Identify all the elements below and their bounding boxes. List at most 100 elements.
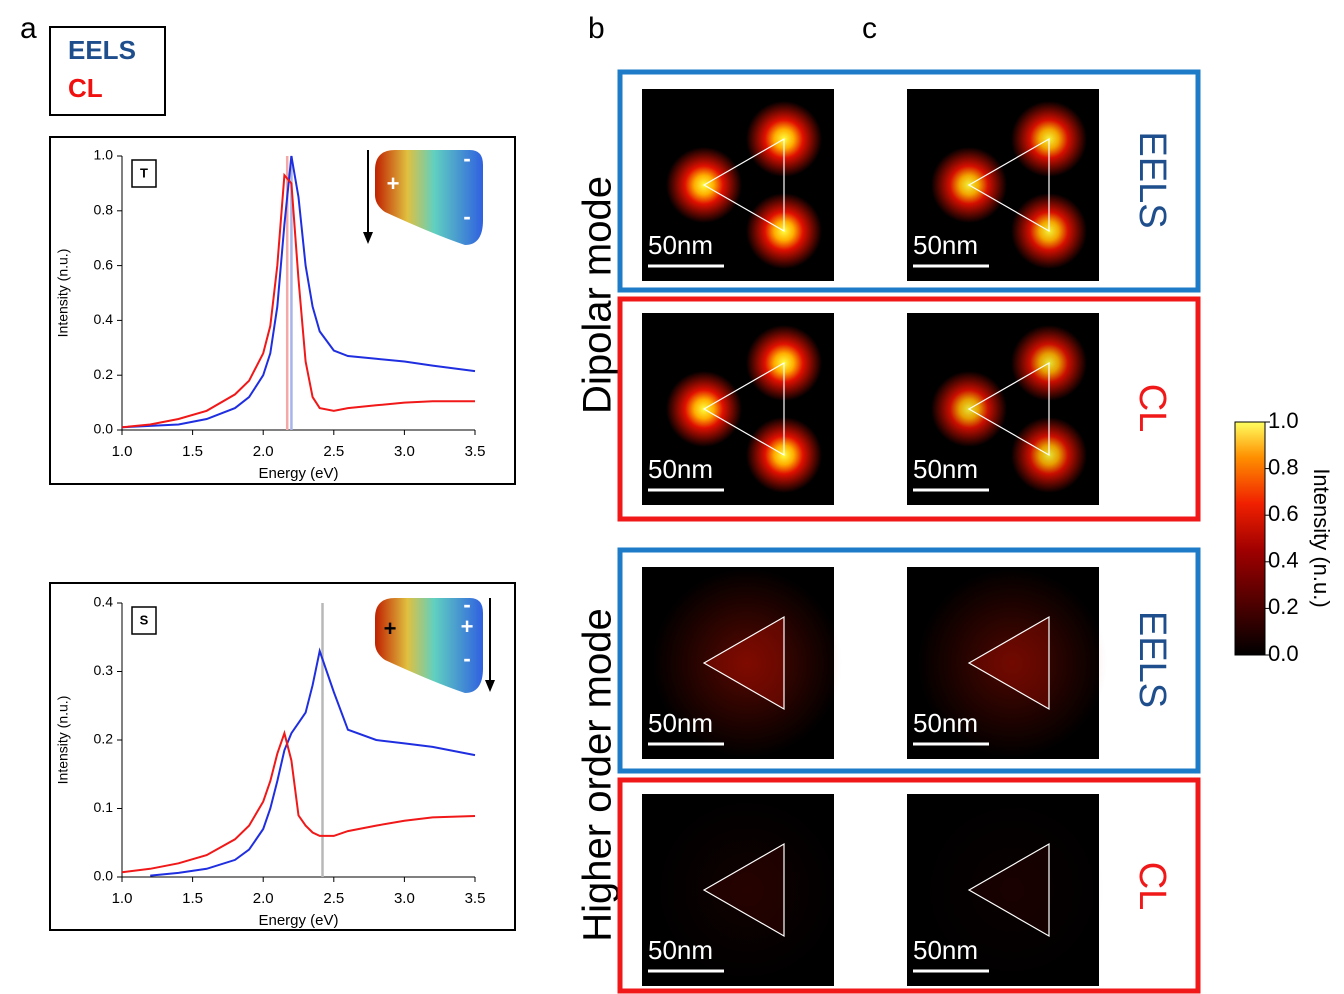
y-tick-label: 0.1 [94,799,114,815]
field-map: 50nm [907,313,1099,505]
glow [917,568,1107,758]
y-tick-label: 0.3 [94,662,114,678]
colorbar [1234,421,1266,656]
colorbar-tick-label: 0.8 [1268,454,1299,479]
colorbar-tick-label: 0.2 [1268,594,1299,619]
x-tick-label: 3.5 [465,890,486,907]
field-map: 50nm [907,567,1107,759]
x-tick-label: 2.5 [323,443,344,460]
scale-label: 50nm [648,935,713,965]
triangle-outline [967,842,1050,938]
x-tick-label: 3.0 [394,890,415,907]
scale-label: 50nm [913,708,978,738]
inset-sign: - [463,646,470,671]
scale-label: 50nm [913,230,978,260]
scale-label: 50nm [913,935,978,965]
row-label: EELS [1131,611,1173,708]
scale-label: 50nm [648,708,713,738]
triangle-outline [702,137,785,233]
series-line [121,172,475,429]
panel-label: b [588,12,605,45]
colorbar-label: Intensity (n.u.) [1309,468,1334,607]
glow-triangle [969,844,1049,936]
triangle-outline [967,361,1050,457]
series-line [121,155,476,429]
glow-triangle [704,617,784,709]
glow [652,568,842,758]
colorbar-tick-label: 0.4 [1268,548,1299,573]
scale-label: 50nm [913,454,978,484]
panel-label: a [20,12,37,45]
y-tick-label: 0.8 [94,202,114,218]
y-tick-label: 0.0 [94,868,114,884]
annotation: S [140,612,149,627]
inset-sign: - [463,592,470,617]
x-tick-label: 2.0 [253,890,274,907]
y-tick-label: 0.0 [94,421,114,437]
inset-sign: + [384,616,397,641]
inset-sign: - [463,204,470,229]
glow [917,795,1107,985]
arrow-head [485,680,495,692]
triangle-outline [967,615,1050,711]
x-tick-label: 1.5 [182,890,203,907]
glow [652,795,842,985]
arrow-head [363,232,373,244]
row-label: CL [1131,862,1173,911]
mode-label: Higher order mode [576,608,620,942]
triangle-outline [702,615,785,711]
scale-label: 50nm [648,230,713,260]
inset-sign: + [387,171,400,196]
field-map: 50nm [642,89,834,281]
x-tick-label: 1.0 [112,443,133,460]
x-tick-label: 1.0 [112,890,133,907]
series-line [121,729,476,874]
triangle-outline [702,361,785,457]
panel-frame [617,69,1201,293]
inset-sign: + [461,614,474,639]
y-tick-label: 0.6 [94,256,114,272]
annotation-box [131,606,157,635]
inset-prism [375,150,483,245]
y-axis-label: Intensity (n.u.) [55,249,71,338]
series-line [150,647,476,877]
y-tick-label: 1.0 [94,147,114,163]
chart-frame [49,136,516,485]
y-tick-label: 0.4 [94,311,114,327]
y-tick-label: 0.2 [94,366,114,382]
field-map: 50nm [642,567,842,759]
annotation-box [131,159,157,188]
colorbar-tick-label: 0.0 [1268,641,1299,666]
panel-frame [617,296,1201,522]
panel-frame [617,777,1201,994]
triangle-outline [702,842,785,938]
annotation: T [140,165,148,180]
field-map: 50nm [907,89,1099,281]
field-map: 50nm [642,313,834,505]
panel-label: c [862,12,877,45]
chart-frame [49,582,516,931]
x-tick-label: 3.0 [394,443,415,460]
x-tick-label: 2.0 [253,443,274,460]
legend-entry: EELS [68,35,136,65]
colorbar-tick-label: 0.6 [1268,501,1299,526]
glow-triangle [969,617,1049,709]
scale-label: 50nm [648,454,713,484]
field-map: 50nm [642,794,842,986]
x-axis-label: Energy (eV) [258,465,338,482]
x-tick-label: 2.5 [323,890,344,907]
x-tick-label: 3.5 [465,443,486,460]
x-tick-label: 1.5 [182,443,203,460]
legend-box [49,26,166,116]
glow-triangle [704,844,784,936]
row-label: CL [1131,384,1173,433]
row-label: EELS [1131,131,1173,228]
triangle-outline [967,137,1050,233]
y-tick-label: 0.4 [94,594,114,610]
panel-frame [617,547,1201,774]
legend-entry: CL [68,73,103,103]
inset-prism [375,598,483,693]
x-axis-label: Energy (eV) [258,912,338,929]
colorbar-tick-label: 1.0 [1268,408,1299,433]
